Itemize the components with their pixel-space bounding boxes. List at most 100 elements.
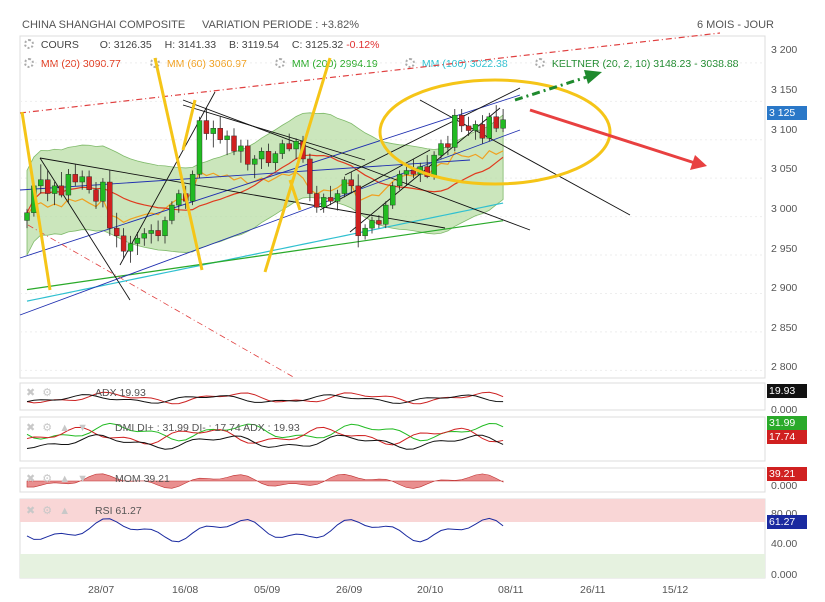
- candle: [127, 243, 134, 252]
- x-tick: 26/11: [580, 584, 606, 596]
- candle: [459, 114, 465, 127]
- mom-panel: [19, 467, 766, 493]
- candle: [321, 197, 327, 208]
- candle: [51, 185, 58, 194]
- candle: [403, 170, 410, 175]
- candle: [86, 176, 92, 190]
- trend-line: [27, 224, 296, 379]
- candle: [196, 120, 203, 175]
- mm20-label: MM (20) 3090.77: [40, 58, 121, 70]
- variation-label: VARIATION PERIODE : +3.82%: [202, 19, 360, 31]
- rsi-oversold-zone: [20, 554, 765, 578]
- candle: [45, 179, 51, 194]
- x-tick: 15/12: [662, 584, 689, 596]
- candle: [245, 145, 251, 165]
- candle: [286, 143, 292, 150]
- candle: [369, 220, 375, 229]
- annotation-stroke: [263, 57, 332, 273]
- mom-label: MOM 39.21: [115, 473, 170, 485]
- candle: [251, 158, 258, 165]
- rsi-controls[interactable]: ✖ ⚙ ▲: [26, 505, 73, 517]
- candle: [169, 204, 175, 221]
- annotation-arrowhead: [690, 155, 707, 170]
- adx-line-a: [26, 391, 504, 405]
- cours-label: COURS: [40, 39, 79, 51]
- dmi-controls[interactable]: ✖ ⚙ ▲ ▼: [26, 422, 91, 434]
- candle: [120, 235, 127, 252]
- x-tick: 28/07: [88, 584, 115, 596]
- y-tick: 2 850: [771, 322, 798, 334]
- candle: [265, 151, 272, 164]
- candle: [452, 114, 458, 148]
- adx-controls[interactable]: ✖ ⚙: [26, 387, 55, 399]
- trend-line: [19, 94, 521, 259]
- high-value: H: 3141.33: [164, 39, 217, 51]
- candle: [24, 212, 30, 221]
- candle: [390, 185, 396, 206]
- candle: [58, 185, 65, 196]
- candle: [38, 179, 44, 187]
- candle: [231, 135, 237, 152]
- mom-controls[interactable]: ✖ ⚙ ▲ ▼: [26, 473, 91, 485]
- candle: [327, 197, 334, 202]
- candle: [93, 189, 99, 202]
- adx-axis-tick: 0.000: [771, 404, 798, 416]
- di-minus-badge: 17.74: [767, 430, 807, 444]
- candle: [279, 143, 285, 154]
- candle: [383, 204, 389, 225]
- period-selector[interactable]: 6 MOIS - JOUR: [697, 19, 775, 31]
- candle: [238, 145, 244, 152]
- di-minus-line: [26, 426, 504, 446]
- adx-panel: [19, 382, 766, 411]
- candle: [410, 170, 417, 175]
- y-tick: 3 100: [771, 124, 798, 136]
- annotation-stroke: [288, 179, 302, 211]
- candle: [486, 116, 492, 139]
- y-tick: 2 800: [771, 361, 798, 373]
- candle: [341, 179, 348, 194]
- change-value: -0.12%: [346, 39, 380, 51]
- adx-value-badge: 19.93: [767, 384, 807, 398]
- candle: [141, 233, 148, 239]
- adx-line-b: [26, 394, 504, 404]
- candle: [334, 193, 341, 202]
- candle: [107, 181, 113, 229]
- mm200-label: MM (200) 2994.19: [291, 58, 378, 70]
- gear-icon[interactable]: [24, 39, 34, 49]
- candle: [348, 179, 354, 187]
- candle: [465, 125, 472, 131]
- annotation-stroke: [181, 99, 197, 151]
- candle: [376, 220, 382, 225]
- mom-area: [26, 473, 504, 489]
- y-tick: 3 200: [771, 44, 798, 56]
- low-value: B: 3119.54: [228, 39, 279, 51]
- x-tick: 08/11: [498, 584, 524, 596]
- candle: [217, 128, 223, 140]
- candle: [203, 120, 210, 134]
- trend-line: [182, 104, 366, 161]
- y-tick: 3 050: [771, 163, 798, 175]
- rsi-label: RSI 61.27: [95, 505, 142, 517]
- candle: [79, 176, 85, 183]
- trend-line: [182, 99, 531, 231]
- candle: [445, 143, 451, 148]
- keltner-label: KELTNER (20, 2, 10) 3148.23 - 3038.88: [551, 58, 739, 70]
- x-tick: 20/10: [417, 584, 444, 596]
- candle: [307, 158, 313, 194]
- trend-line: [39, 157, 131, 301]
- annotation-arrow: [514, 74, 591, 102]
- candle: [113, 227, 120, 237]
- keltner-band: [26, 112, 504, 256]
- trend-line: [19, 32, 721, 114]
- candle: [162, 220, 168, 237]
- dmi-label: DMI DI+ : 31.99 DI- : 17.74 ADX : 19.93: [115, 422, 300, 434]
- rsi-axis-tick: 0.000: [771, 569, 798, 581]
- price-panel: [19, 35, 766, 379]
- close-value: C: 3125.32: [291, 39, 344, 51]
- annotation-ellipse: [378, 78, 612, 186]
- candle: [258, 151, 265, 160]
- candle: [493, 116, 499, 129]
- candle: [396, 174, 403, 187]
- trend-line: [19, 159, 471, 191]
